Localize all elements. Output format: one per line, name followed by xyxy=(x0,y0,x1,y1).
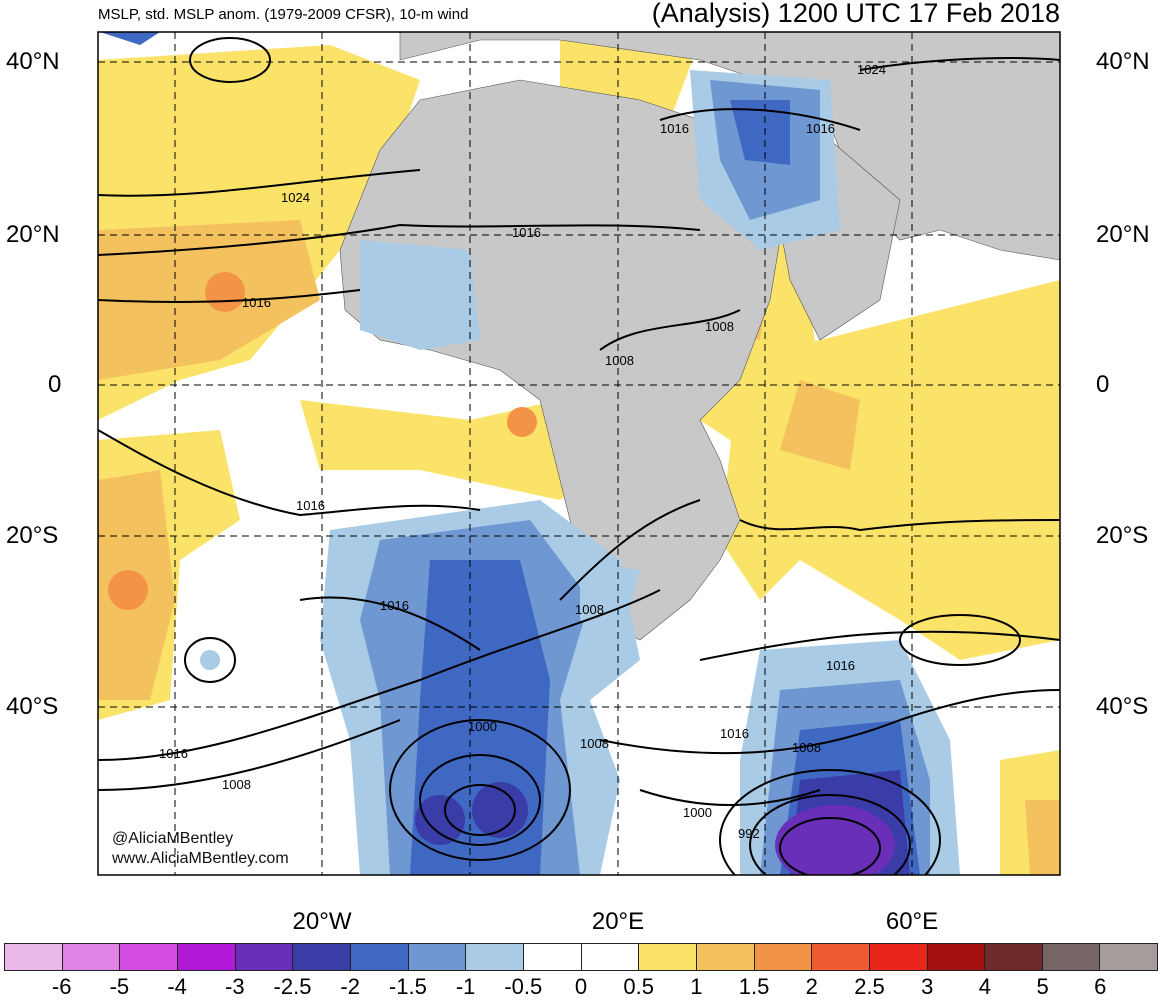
colorbar-tick-label: -0.5 xyxy=(504,974,543,999)
colorbar-swatch xyxy=(61,943,120,971)
isobar-label: 1008 xyxy=(792,740,821,755)
colorbar-tick-label: 6 xyxy=(1094,974,1107,999)
isobar-label: 1016 xyxy=(159,746,188,761)
colorbar-tick-label: 2.5 xyxy=(854,974,885,999)
colorbar-tick-label: -1.5 xyxy=(388,974,427,999)
isobars xyxy=(98,37,1060,875)
lon-label: 60°E xyxy=(885,908,939,935)
isobar-label: 1016 xyxy=(242,295,271,310)
lat-label-left: 20°N xyxy=(6,221,60,248)
colorbar-swatch xyxy=(753,943,812,971)
colorbar-swatch xyxy=(176,943,235,971)
isobar-label: 1008 xyxy=(222,777,251,792)
isobar-label: 992 xyxy=(738,826,760,841)
colorbar-swatch xyxy=(984,943,1042,971)
isobar-label: 1008 xyxy=(705,319,734,334)
isobar-value-labels: 1024 1024 1016 1016 1016 1016 1008 1008 … xyxy=(159,62,886,841)
colorbar-tick-label: 1 xyxy=(690,974,703,999)
isobar-label: 1016 xyxy=(720,726,749,741)
colorbar-swatch xyxy=(234,943,293,971)
isobar-label: 1016 xyxy=(806,121,835,136)
colorbar-swatch xyxy=(465,943,523,971)
map-frame xyxy=(97,31,1061,876)
isobar-label: 1008 xyxy=(605,353,634,368)
colorbar-tick-label: 2 xyxy=(805,974,818,999)
colorbar-swatch xyxy=(349,943,408,971)
colorbar-swatch xyxy=(580,943,639,971)
isobar-label: 1016 xyxy=(380,598,409,613)
colorbar-tick-label: -4 xyxy=(167,974,187,999)
colorbar-tick-label: -6 xyxy=(51,974,72,999)
credit-handle: @AliciaMBentley xyxy=(112,830,234,847)
lat-label-right: 0 xyxy=(1096,371,1110,398)
isobar-label: 1000 xyxy=(683,805,712,820)
colorbar-tick-label: 0.5 xyxy=(623,974,654,999)
colorbar-tick-label: 3 xyxy=(921,974,934,999)
isobar-label: 1016 xyxy=(512,225,541,240)
weather-map: 1024 1024 1016 1016 1016 1016 1008 1008 … xyxy=(97,31,1061,876)
isobar-label: 1016 xyxy=(296,498,325,513)
lat-label-left: 40°N xyxy=(6,48,60,75)
lon-label: 20°W xyxy=(292,908,352,935)
lat-label-left: 0 xyxy=(48,371,62,398)
colorbar-tick-label: 5 xyxy=(1036,974,1049,999)
colorbar-swatch xyxy=(522,943,581,971)
colorbar-swatch xyxy=(1099,943,1159,971)
lat-label-right: 20°S xyxy=(1096,522,1149,549)
colorbar-swatch xyxy=(1041,943,1100,971)
colorbar-swatch xyxy=(638,943,696,971)
lat-label-right: 40°N xyxy=(1096,48,1150,75)
isobar-label: 1024 xyxy=(281,190,310,205)
isobar-label: 1016 xyxy=(660,121,689,136)
colorbar-swatch xyxy=(695,943,754,971)
colorbar-tick-label: -3 xyxy=(225,974,245,999)
colorbar-swatch xyxy=(4,943,62,971)
colorbar-swatch xyxy=(119,943,177,971)
colorbar-tick-label: -2.5 xyxy=(273,974,312,999)
colorbar xyxy=(4,943,1159,973)
colorbar-swatch xyxy=(811,943,869,971)
colorbar-swatch xyxy=(926,943,985,971)
negative-anomaly-shading xyxy=(100,32,960,875)
lon-label: 20°E xyxy=(591,908,645,935)
lat-label-left: 20°S xyxy=(6,522,59,549)
colorbar-tick-label: 0 xyxy=(574,974,588,999)
credit-website: www.AliciaMBentley.com xyxy=(112,850,289,867)
lat-label-left: 40°S xyxy=(6,693,59,720)
isobar-label: 1016 xyxy=(826,658,855,673)
map-title-right: (Analysis) 1200 UTC 17 Feb 2018 xyxy=(651,0,1060,28)
isobar-label: 1008 xyxy=(580,736,609,751)
isobar-label: 1024 xyxy=(857,62,886,77)
isobar-label: 1008 xyxy=(575,602,604,617)
colorbar-swatch xyxy=(868,943,927,971)
map-title-left: MSLP, std. MSLP anom. (1979-2009 CFSR), … xyxy=(98,6,469,23)
lat-label-right: 20°N xyxy=(1096,221,1150,248)
colorbar-tick-label: -1 xyxy=(455,974,476,999)
colorbar-tick-label: 1.5 xyxy=(738,974,770,999)
colorbar-tick-label: -5 xyxy=(109,974,130,999)
graticule xyxy=(98,32,1060,875)
colorbar-tick-label: -2 xyxy=(340,974,360,999)
colorbar-tick-label: 4 xyxy=(978,974,992,999)
lat-label-right: 40°S xyxy=(1096,693,1149,720)
isobar-label: 1000 xyxy=(468,719,497,734)
colorbar-swatch xyxy=(292,943,350,971)
colorbar-swatch xyxy=(407,943,466,971)
